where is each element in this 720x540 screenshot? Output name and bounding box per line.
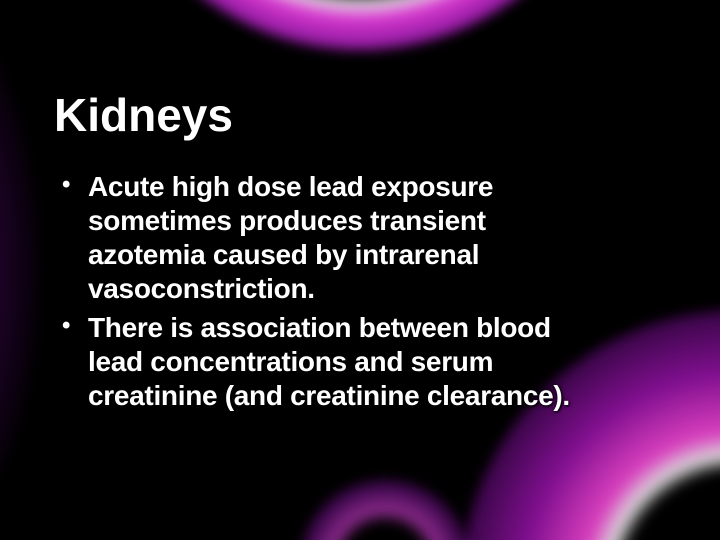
bullet-list: Acute high dose lead exposure sometimes … [54,170,666,413]
slide-content: Kidneys Acute high dose lead exposure so… [0,0,720,413]
bullet-item: There is association between blood lead … [88,311,608,413]
slide-title: Kidneys [54,88,666,142]
glow-bottom-center [300,480,470,540]
bullet-item: Acute high dose lead exposure sometimes … [88,170,608,307]
